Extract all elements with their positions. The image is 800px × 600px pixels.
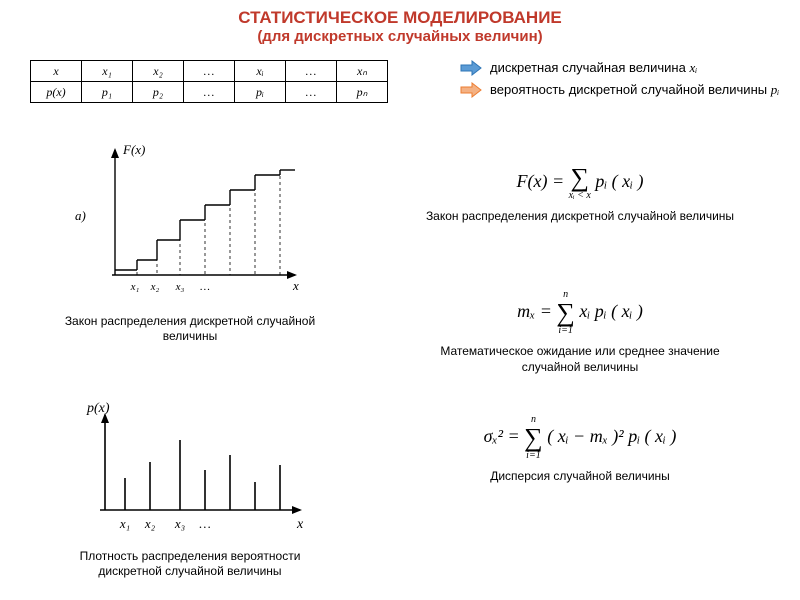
- formula-rhs: ( xᵢ − mₓ )² pᵢ ( xᵢ ): [547, 426, 676, 446]
- formula-variance: σₓ² = n ∑ i=1 ( xᵢ − mₓ )² pᵢ ( xᵢ ): [420, 415, 740, 461]
- formula-mean: mₓ = n ∑ i=1 xᵢ pᵢ ( xᵢ ): [420, 290, 740, 336]
- table-row: x x₁ x₂ … xᵢ … xₙ: [31, 61, 388, 82]
- cdf-axes: F(x) x x₁ x₂ x₃ …: [111, 142, 299, 293]
- legend-text: вероятность дискретной случайной величин…: [490, 82, 779, 98]
- legend-row-p: вероятность дискретной случайной величин…: [460, 82, 779, 98]
- formula-lhs: σₓ² =: [484, 426, 525, 446]
- pmf-axes: p(x) x x₁ x₂ x₃ …: [86, 401, 304, 532]
- svg-text:x₃: x₃: [174, 516, 185, 531]
- x-arrowhead-icon: [292, 506, 302, 514]
- cell: xᵢ: [235, 61, 286, 82]
- legend-text: дискретная случайная величина xᵢ: [490, 60, 697, 76]
- legend-prefix: вероятность дискретной случайной величин…: [490, 82, 771, 97]
- title-line-1: СТАТИСТИЧЕСКОЕ МОДЕЛИРОВАНИЕ: [0, 8, 800, 28]
- cdf-step-lines: [115, 170, 295, 275]
- sum-lower: i=1: [556, 326, 575, 336]
- cell: xₙ: [337, 61, 388, 82]
- cell: x: [31, 61, 82, 82]
- svg-text:x₃: x₃: [175, 281, 185, 293]
- formula-lhs: mₓ =: [517, 301, 556, 321]
- pmf-stems: [125, 440, 280, 510]
- svg-text:…: …: [199, 516, 211, 531]
- y-label: p(x): [86, 401, 110, 416]
- formula-desc: Дисперсия случайной величины: [420, 469, 740, 485]
- legend-prefix: дискретная случайная величина: [490, 60, 689, 75]
- sigma-icon: n ∑ i=1: [556, 290, 575, 336]
- title-line-2: (для дискретных случайных величин): [0, 28, 800, 45]
- formula-lhs: F(x) =: [516, 171, 568, 191]
- x-label: x: [292, 278, 299, 293]
- arrow-right-icon: [460, 60, 482, 76]
- pmf-caption: Плотность распределения вероятности диск…: [60, 549, 320, 579]
- cell: …: [286, 82, 337, 103]
- cell: p₁: [82, 82, 133, 103]
- formula-block-cdf: F(x) = ∑ xᵢ < x pᵢ ( xᵢ ) Закон распреде…: [420, 165, 740, 225]
- cdf-figure: а) F(x) x x₁ x₂ x₃ … Закон распределения ди…: [60, 140, 320, 344]
- random-variable-table: x x₁ x₂ … xᵢ … xₙ p(x) p₁ p₂ … pᵢ … pₙ: [30, 60, 388, 103]
- y-arrowhead-icon: [111, 148, 119, 158]
- formula-block-mean: mₓ = n ∑ i=1 xᵢ pᵢ ( xᵢ ) Математическое…: [420, 290, 740, 375]
- cell: …: [184, 82, 235, 103]
- cell: pᵢ: [235, 82, 286, 103]
- sum-lower: i=1: [524, 451, 543, 461]
- cell: …: [184, 61, 235, 82]
- sigma-icon: ∑ xᵢ < x: [569, 165, 591, 201]
- formula-rhs: pᵢ ( xᵢ ): [595, 171, 643, 191]
- legend-math: xᵢ: [689, 60, 697, 75]
- legend-row-x: дискретная случайная величина xᵢ: [460, 60, 697, 76]
- table-row: p(x) p₁ p₂ … pᵢ … pₙ: [31, 82, 388, 103]
- svg-text:…: …: [200, 281, 210, 293]
- cdf-caption: Закон распределения дискретной случайной…: [60, 314, 320, 344]
- formula-rhs: xᵢ pᵢ ( xᵢ ): [579, 301, 643, 321]
- svg-text:x₁: x₁: [119, 516, 130, 531]
- y-label: F(x): [122, 142, 145, 157]
- cell: pₙ: [337, 82, 388, 103]
- arrow-shape: [461, 83, 481, 97]
- subplot-label: а): [75, 208, 86, 223]
- svg-text:x₁: x₁: [130, 281, 140, 293]
- arrow-shape: [461, 61, 481, 75]
- legend-math: pᵢ: [771, 82, 780, 97]
- formula-block-variance: σₓ² = n ∑ i=1 ( xᵢ − mₓ )² pᵢ ( xᵢ ) Дис…: [420, 415, 740, 485]
- page-title: СТАТИСТИЧЕСКОЕ МОДЕЛИРОВАНИЕ (для дискре…: [0, 8, 800, 45]
- cell: …: [286, 61, 337, 82]
- cell: p(x): [31, 82, 82, 103]
- svg-text:x₂: x₂: [150, 281, 160, 293]
- cell: p₂: [133, 82, 184, 103]
- cell: x₁: [82, 61, 133, 82]
- sum-lower: xᵢ < x: [569, 191, 591, 201]
- arrow-right-icon: [460, 82, 482, 98]
- pmf-plot: p(x) x x₁ x₂ x₃ …: [65, 400, 315, 540]
- formula-cdf: F(x) = ∑ xᵢ < x pᵢ ( xᵢ ): [420, 165, 740, 201]
- page-root: СТАТИСТИЧЕСКОЕ МОДЕЛИРОВАНИЕ (для дискре…: [0, 0, 800, 600]
- pmf-figure: p(x) x x₁ x₂ x₃ … Плотность распределения в…: [60, 400, 320, 579]
- formula-desc: Закон распределения дискретной случайной…: [420, 209, 740, 225]
- x-label: x: [296, 517, 304, 532]
- cdf-plot: а) F(x) x x₁ x₂ x₃ …: [75, 140, 305, 305]
- formula-desc: Математическое ожидание или среднее знач…: [420, 344, 740, 375]
- sigma-icon: n ∑ i=1: [524, 415, 543, 461]
- pmf-tick-labels: x₁ x₂ x₃ …: [119, 516, 211, 531]
- cell: x₂: [133, 61, 184, 82]
- svg-text:x₂: x₂: [144, 516, 156, 531]
- cdf-tick-labels: x₁ x₂ x₃ …: [130, 281, 210, 293]
